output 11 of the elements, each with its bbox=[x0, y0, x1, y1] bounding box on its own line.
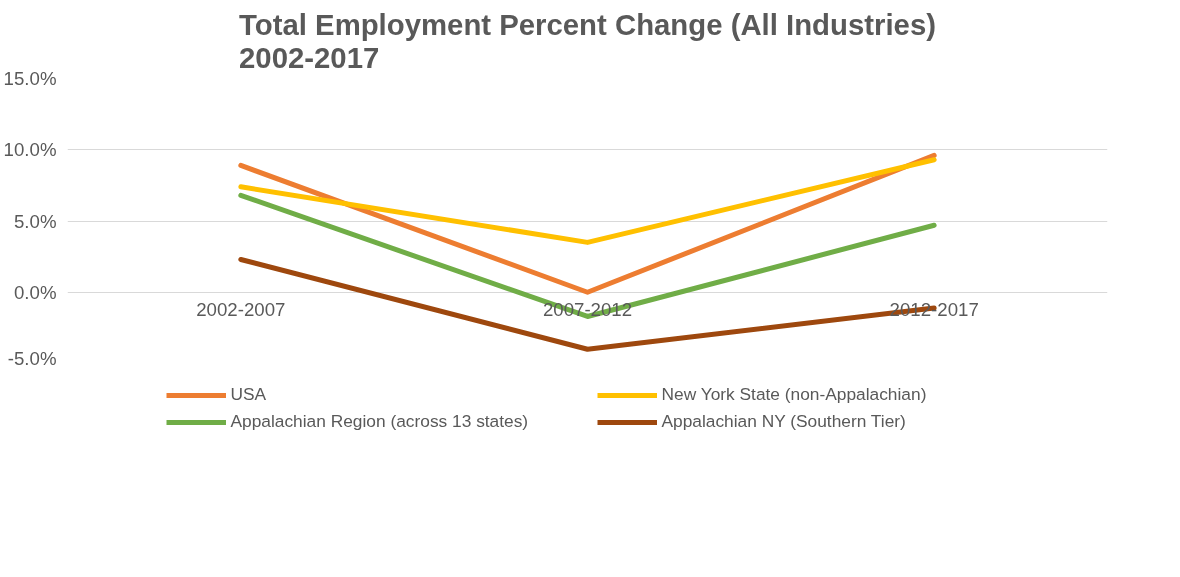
legend-label: New York State (non-Appalachian) bbox=[661, 384, 928, 405]
y-tick-label: 5.0% bbox=[13, 210, 57, 232]
legend-label: Appalachian NY (Southern Tier) bbox=[661, 411, 907, 432]
legend-label: Appalachian Region (across 13 states) bbox=[230, 411, 530, 432]
x-tick-label: 2002-2007 bbox=[196, 299, 286, 321]
y-tick-label: 0.0% bbox=[13, 281, 57, 303]
y-tick-label: -5.0% bbox=[7, 347, 57, 369]
chart-title: Total Employment Percent Change (All Industries) 2002-2017 bbox=[239, 7, 936, 74]
y-tick-label: 15.0% bbox=[3, 68, 57, 89]
legend-label: USA bbox=[230, 384, 268, 405]
y-tick-label: 10.0% bbox=[3, 139, 57, 161]
